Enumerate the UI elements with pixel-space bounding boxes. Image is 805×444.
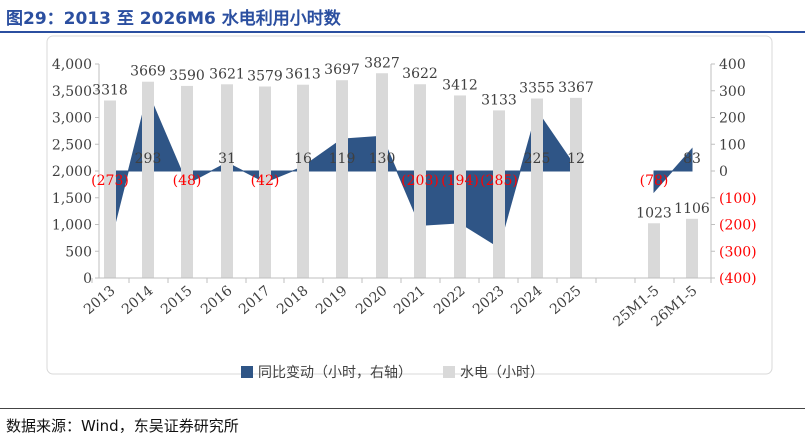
bar-value-label: 3590 [169, 68, 205, 84]
left-tick-label: 500 [65, 244, 92, 260]
right-tick-label: (300) [719, 244, 757, 260]
bar-value-label: 3133 [481, 92, 517, 108]
chart: 0 500 1,000 1,500 2,000 2,500 3,000 3,500 4,000 (… [46, 35, 773, 381]
yoy-value-label: 31 [218, 151, 236, 167]
x-tick-label: 2022 [431, 283, 469, 318]
yoy-value-label: 83 [683, 151, 701, 167]
x-tick-label: 2016 [198, 283, 236, 318]
bar-2021 [414, 84, 426, 279]
bar-2018 [297, 84, 309, 278]
legend-label-hydro: 水电（小时） [460, 365, 544, 381]
bar-2014 [142, 81, 154, 278]
yoy-value-label: (78) [640, 173, 669, 189]
left-tick-label: 3,000 [52, 111, 92, 127]
right-tick-label: 300 [719, 84, 746, 100]
bar-value-label: 3621 [209, 66, 245, 82]
bar-2015 [181, 85, 193, 278]
x-tick-label: 2013 [81, 283, 119, 318]
bar-2023 [493, 110, 505, 279]
x-tick-label: 2015 [158, 283, 196, 318]
left-tick-label: 2,500 [52, 137, 92, 153]
yoy-value-label: (48) [173, 173, 202, 189]
x-tick-label: 2020 [353, 283, 391, 318]
x-tick-label: 2017 [236, 283, 274, 318]
right-tick-label: (200) [719, 218, 757, 234]
bar-26M1-5 [686, 218, 698, 278]
bar-value-label: 3367 [558, 80, 594, 96]
legend-swatch-yoy [241, 366, 253, 378]
right-tick-label: 200 [719, 111, 746, 127]
bar-value-label: 3318 [92, 82, 128, 98]
right-tick-label: (400) [719, 271, 757, 287]
bar-value-label: 1106 [674, 201, 710, 217]
left-tick-label: 1,500 [52, 191, 92, 207]
bar-value-label: 3579 [247, 69, 283, 85]
bar-25M1-5 [648, 223, 660, 278]
right-tick-label: 400 [719, 57, 746, 73]
bar-value-label: 3669 [130, 64, 166, 80]
yoy-value-label: 119 [329, 151, 356, 167]
title-divider [0, 31, 805, 33]
yoy-value-label: (285) [480, 173, 518, 189]
bar-2013 [104, 100, 116, 278]
left-tick-label: 2,000 [52, 164, 92, 180]
figure-title: 图29：2013 至 2026M6 水电利用小时数 [6, 9, 341, 29]
x-tick-label: 2023 [470, 283, 508, 318]
bar-2020 [376, 73, 388, 279]
right-tick-label: (100) [719, 191, 757, 207]
bar-2025 [570, 97, 582, 278]
bar-value-label: 3412 [442, 77, 478, 93]
bar-value-label: 3622 [402, 66, 438, 82]
left-tick-label: 3,500 [52, 84, 92, 100]
x-tick-label: 2019 [313, 283, 351, 318]
bar-2024 [531, 98, 543, 278]
x-tick-label: 2025 [547, 283, 585, 318]
yoy-value-label: 16 [294, 151, 312, 167]
x-tick-label: 2024 [508, 283, 546, 318]
x-tick-label: 2018 [274, 283, 312, 318]
bar-2019 [336, 80, 348, 278]
yoy-value-label: (42) [251, 173, 280, 189]
yoy-value-label: 225 [524, 151, 551, 167]
source-note: 数据来源：Wind，东吴证券研究所 [6, 417, 239, 435]
right-tick-label: 100 [719, 137, 746, 153]
yoy-value-label: 12 [567, 151, 585, 167]
bar-2017 [259, 86, 271, 278]
yoy-value-label: (203) [401, 173, 439, 189]
x-tick-label: 2021 [391, 283, 429, 318]
yoy-value-label: 130 [369, 151, 396, 167]
x-tick-label: 2014 [119, 283, 157, 318]
bar-2016 [221, 84, 233, 278]
right-tick-label: 0 [719, 164, 728, 180]
footer-divider [0, 408, 805, 409]
left-tick-label: 0 [83, 271, 92, 287]
legend-label-yoy: 同比变动（小时，右轴） [258, 365, 412, 381]
bar-2022 [454, 95, 466, 278]
bar-value-label: 1023 [636, 205, 672, 221]
yoy-area-1 [653, 147, 693, 194]
yoy-value-label: 293 [135, 151, 162, 167]
left-tick-label: 1,000 [52, 218, 92, 234]
left-tick-label: 4,000 [52, 57, 92, 73]
bar-value-label: 3827 [364, 55, 400, 71]
chart-border [46, 35, 773, 375]
bar-value-label: 3613 [285, 67, 321, 83]
bar-value-label: 3355 [519, 81, 555, 97]
legend-swatch-hydro [443, 366, 455, 378]
yoy-value-label: (273) [91, 173, 129, 189]
bar-value-label: 3697 [324, 62, 360, 78]
yoy-value-label: (194) [441, 173, 479, 189]
